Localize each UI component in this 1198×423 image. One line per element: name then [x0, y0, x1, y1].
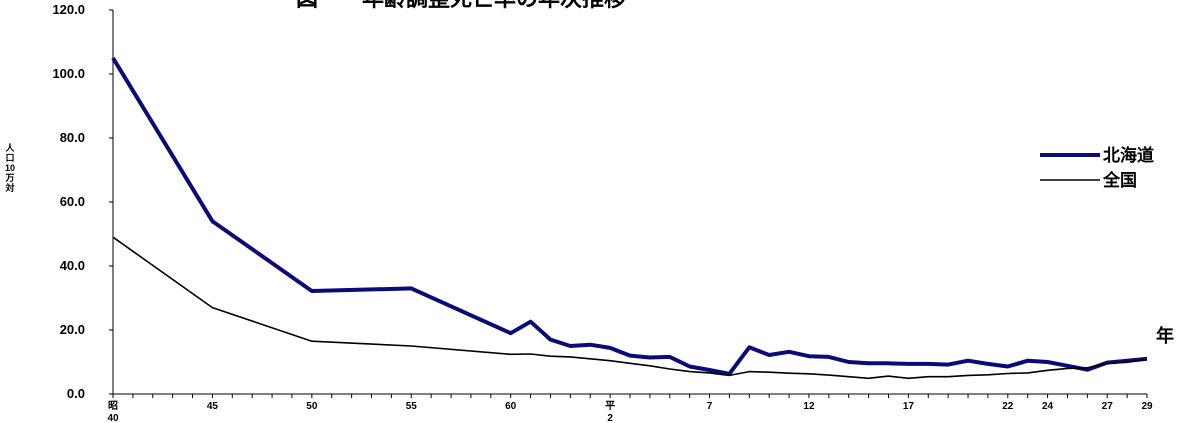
- y-tick-label: 120.0: [52, 2, 85, 17]
- legend-label: 全国: [1102, 170, 1137, 190]
- series-line-zenkoku: [112, 236, 1148, 380]
- x-tick-label: 27: [1102, 401, 1114, 412]
- chart-series: [111, 56, 1148, 380]
- x-tick-label: 平: [605, 400, 615, 412]
- x-tick-label: 29: [1141, 401, 1153, 412]
- x-tick-label: 12: [803, 401, 815, 412]
- y-tick-label: 20.0: [60, 322, 85, 337]
- x-tick-label: 17: [903, 401, 915, 412]
- x-tick-label: 昭: [108, 400, 118, 412]
- y-axis-label-char: 口: [5, 153, 14, 163]
- x-tick-label: 7: [707, 401, 713, 412]
- x-tick-label: 24: [1042, 401, 1054, 412]
- x-tick-sublabel: 2: [607, 413, 613, 423]
- x-tick-sublabel: 40: [107, 413, 119, 423]
- x-tick-label: 22: [1002, 401, 1014, 412]
- chart-title: 図 年齢調整死亡率の年次推移: [296, 0, 626, 11]
- chart-title-text: 図 年齢調整死亡率の年次推移: [296, 0, 626, 11]
- y-axis-label-char: 対: [4, 182, 14, 193]
- x-axis-unit: 年: [1156, 325, 1174, 346]
- y-axis-label-char: 万: [4, 173, 14, 183]
- legend-label: 北海道: [1103, 145, 1154, 165]
- y-tick-label: 0.0: [67, 386, 85, 401]
- y-tick-label: 100.0: [52, 66, 85, 81]
- x-tick-label: 60: [505, 401, 517, 412]
- x-tick-label: 55: [406, 401, 418, 412]
- y-tick-label: 60.0: [60, 194, 85, 209]
- x-tick-label: 50: [306, 401, 318, 412]
- y-axis-label-char: 人: [4, 142, 15, 153]
- x-tick-label: 45: [207, 401, 219, 412]
- y-axis-label-char: 10: [5, 163, 15, 173]
- y-tick-label: 80.0: [60, 130, 85, 145]
- series-line-hokkaido: [111, 56, 1148, 376]
- y-tick-label: 40.0: [60, 258, 85, 273]
